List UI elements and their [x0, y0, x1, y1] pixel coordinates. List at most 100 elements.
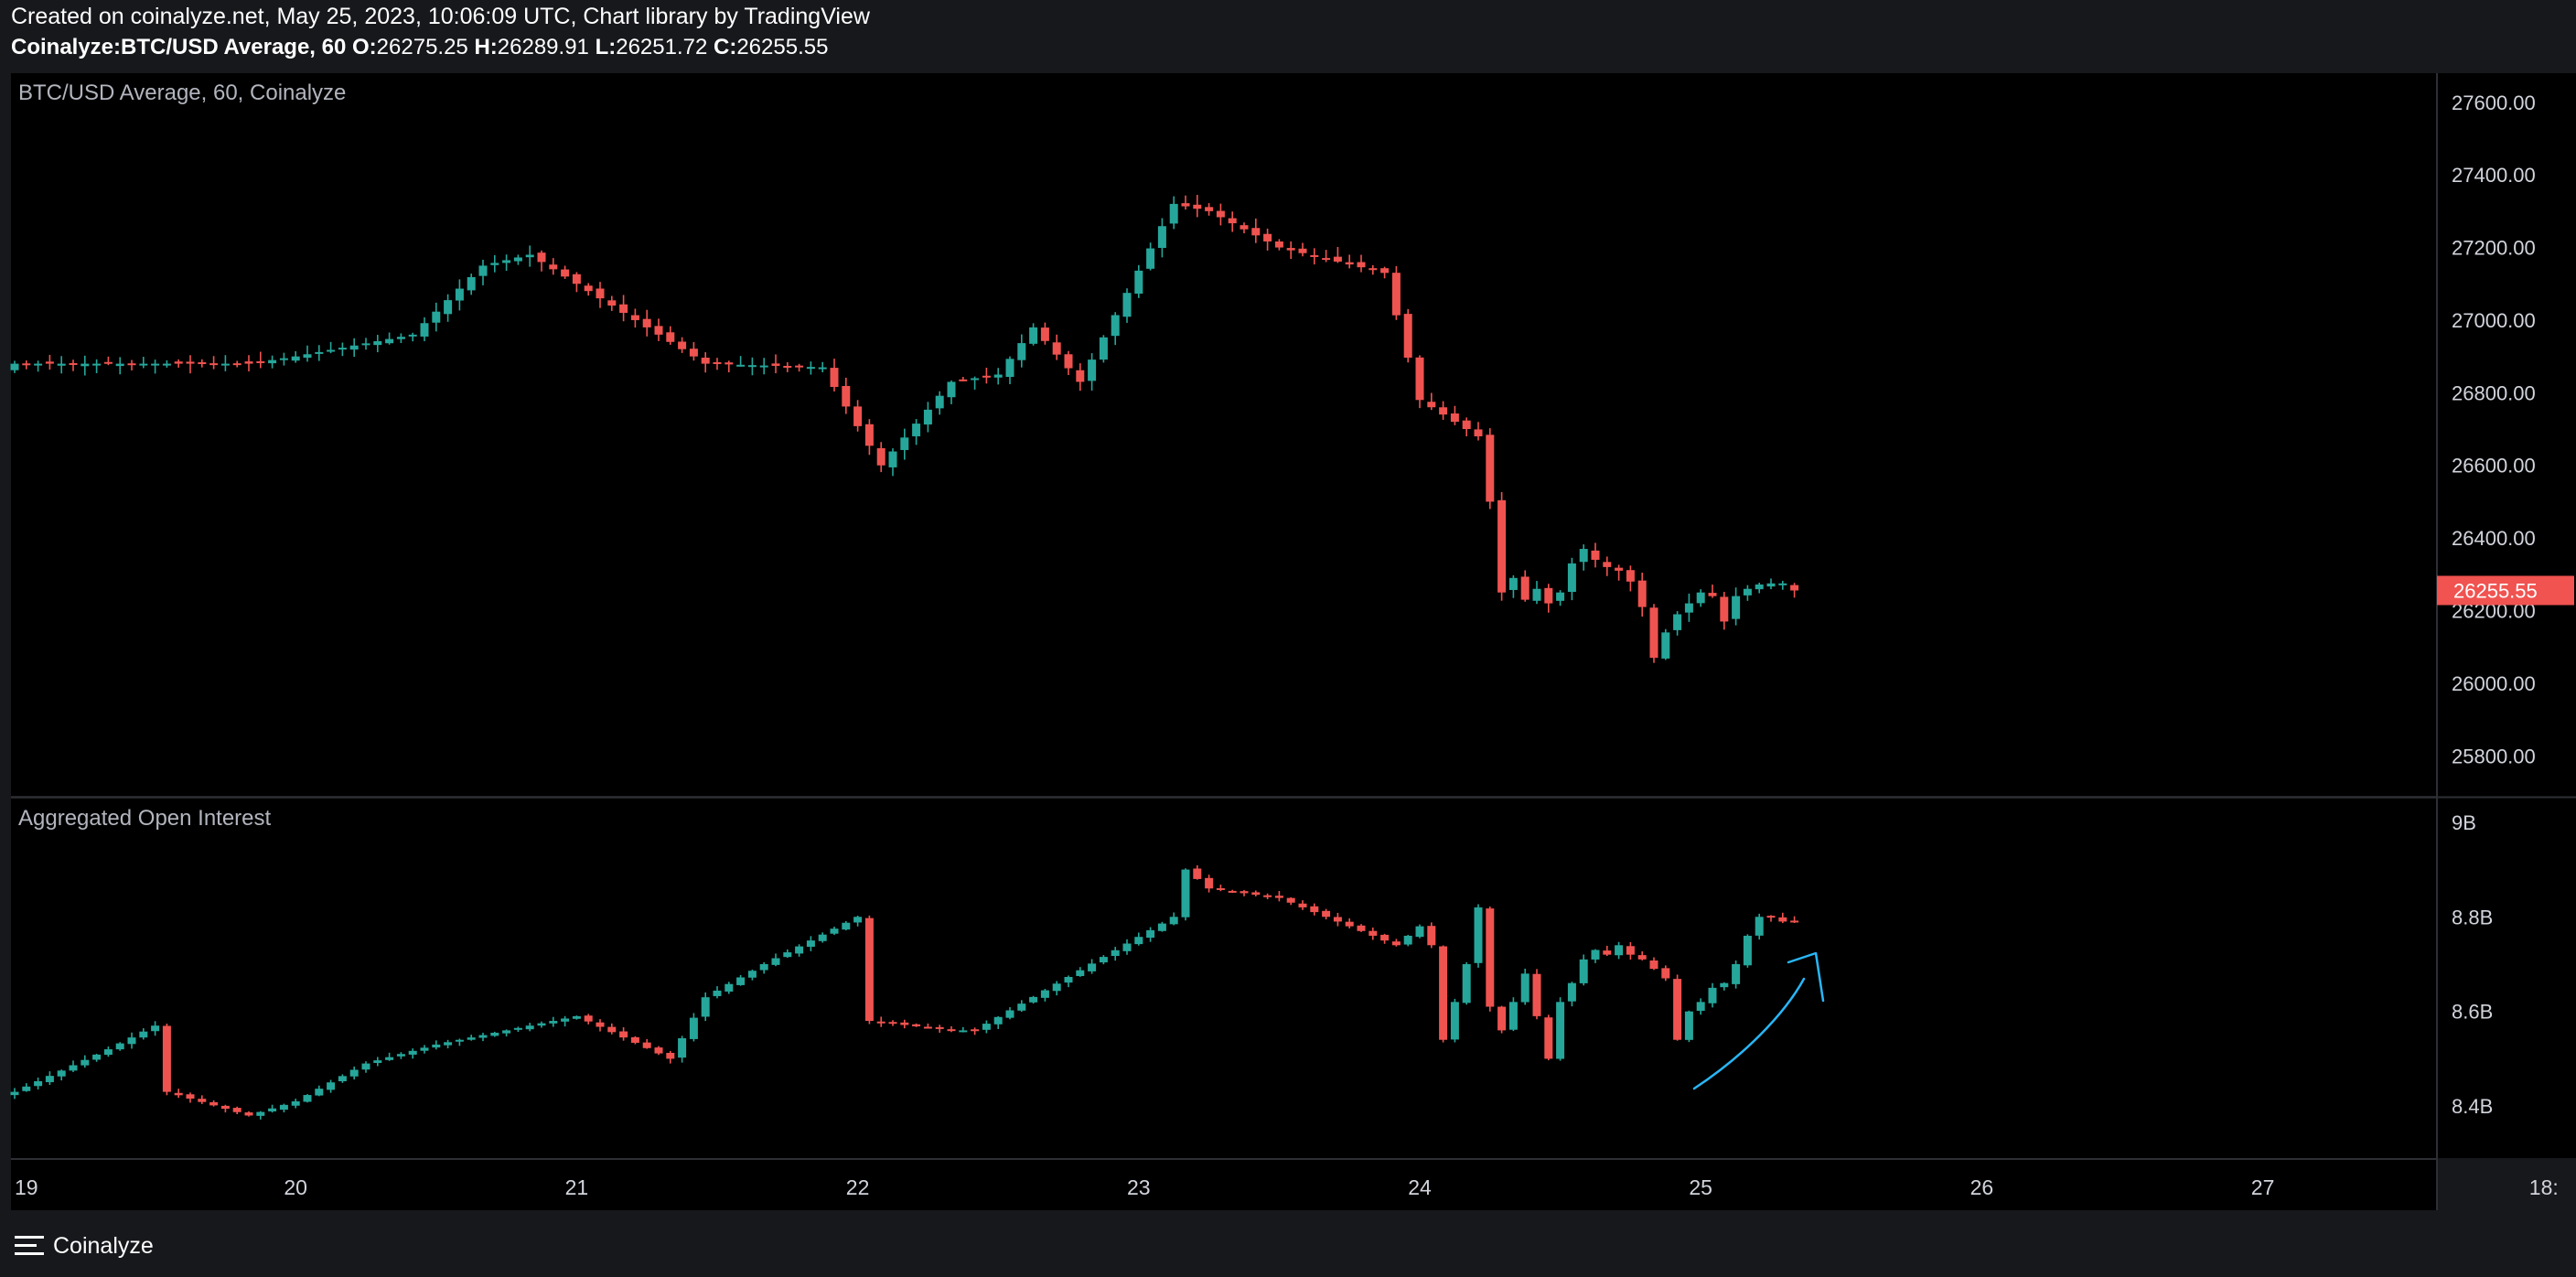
candle-body — [853, 406, 863, 426]
last-price-badge — [2437, 575, 2574, 606]
candle-body — [327, 349, 336, 352]
candle-body — [232, 1108, 242, 1112]
candle-body — [1380, 268, 1390, 274]
candle-body — [1193, 204, 1202, 209]
candle-body — [186, 361, 195, 364]
candle-body — [513, 1027, 522, 1030]
candle-body — [1684, 1011, 1693, 1040]
candle-body — [34, 363, 43, 366]
candle-body — [1263, 895, 1272, 897]
candle-body — [198, 362, 207, 365]
candle-body — [1193, 868, 1202, 879]
candle-body — [1298, 903, 1307, 907]
candle-body — [115, 363, 124, 367]
candle-body — [303, 354, 312, 358]
candle-body — [244, 361, 253, 364]
candle-body — [22, 1086, 31, 1091]
candle-body — [1052, 342, 1061, 355]
candle-body — [1251, 892, 1261, 896]
candle-body — [982, 375, 991, 378]
candle-body — [1732, 596, 1741, 619]
candle-body — [349, 345, 359, 350]
candle-body — [1520, 973, 1530, 1003]
candle-body — [1157, 923, 1166, 931]
candle-body — [900, 437, 909, 450]
candle-body — [1743, 935, 1752, 966]
candle-body — [1181, 203, 1190, 207]
candle-body — [842, 385, 851, 407]
candle-body — [1251, 228, 1261, 236]
price-pane — [11, 73, 2436, 796]
candle-body — [584, 285, 593, 292]
candle-body — [1146, 248, 1155, 269]
candle-body — [561, 1018, 570, 1022]
candle-body — [115, 1043, 124, 1050]
candle-body — [151, 363, 160, 366]
candle-body — [1708, 987, 1717, 1003]
candle-body — [502, 1030, 511, 1034]
candle-body — [1274, 241, 1283, 248]
candle-body — [678, 341, 687, 349]
candle-body — [876, 1021, 886, 1024]
candle-body — [174, 1092, 183, 1096]
candle-body — [1134, 937, 1143, 945]
candle-body — [1474, 429, 1483, 436]
candle-body — [1591, 550, 1600, 560]
candle-body — [1462, 420, 1471, 430]
candle-body — [1567, 563, 1576, 593]
candle-body — [303, 1095, 312, 1102]
open-interest-chart — [10, 864, 1799, 1120]
candle-body — [666, 1052, 675, 1059]
candle-body — [689, 1017, 698, 1039]
candle-body — [57, 1070, 66, 1077]
candle-body — [1274, 896, 1283, 898]
candle-body — [947, 1029, 956, 1032]
candle-body — [1661, 632, 1670, 659]
candle-body — [1368, 268, 1378, 271]
candle-body — [291, 356, 300, 361]
candle-body — [1755, 917, 1764, 936]
candle-body — [1778, 917, 1787, 922]
candle-body — [1298, 248, 1307, 253]
candle-body — [971, 1029, 980, 1032]
candle-body — [1649, 607, 1658, 659]
candle-body — [971, 378, 980, 381]
brand-name[interactable]: Coinalyze — [53, 1232, 154, 1259]
candle-body — [1778, 583, 1787, 585]
candle-body — [1508, 1002, 1518, 1030]
candle-body — [1240, 225, 1249, 230]
x-tick-label: 21 — [565, 1175, 589, 1199]
candle-body — [151, 1025, 160, 1032]
candle-body — [771, 958, 780, 965]
candle-body — [1322, 910, 1331, 918]
candle-body — [596, 288, 605, 299]
candle-body — [1556, 592, 1565, 601]
candle-body — [1403, 935, 1412, 945]
candle-body — [232, 363, 242, 366]
candle-body — [1579, 959, 1588, 983]
menu-icon[interactable] — [11, 1234, 48, 1258]
candle-body — [139, 363, 148, 366]
price-pane-title: BTC/USD Average, 60, Coinalyze — [18, 80, 346, 105]
ohlc-symbol: Coinalyze:BTC/USD Average, 60 — [11, 35, 347, 59]
y-tick-label: 27200.00 — [2452, 237, 2536, 260]
candle-body — [1216, 210, 1225, 218]
candle-body — [1486, 908, 1495, 1007]
oi-pane — [11, 799, 2436, 1158]
candle-body — [666, 332, 675, 342]
candle-body — [1684, 603, 1693, 613]
candle-body — [420, 323, 429, 337]
candle-body — [642, 1042, 651, 1048]
candle-body — [689, 349, 698, 357]
candle-body — [385, 338, 394, 344]
y-tick-label: 8.6B — [2452, 1001, 2493, 1024]
candle-body — [864, 918, 874, 1022]
candle-body — [1005, 359, 1014, 378]
price-chart — [10, 195, 1799, 663]
candle-body — [209, 363, 219, 366]
candle-body — [103, 1049, 113, 1056]
candle-body — [771, 363, 780, 366]
candle-body — [1755, 584, 1764, 590]
candle-body — [1661, 968, 1670, 979]
